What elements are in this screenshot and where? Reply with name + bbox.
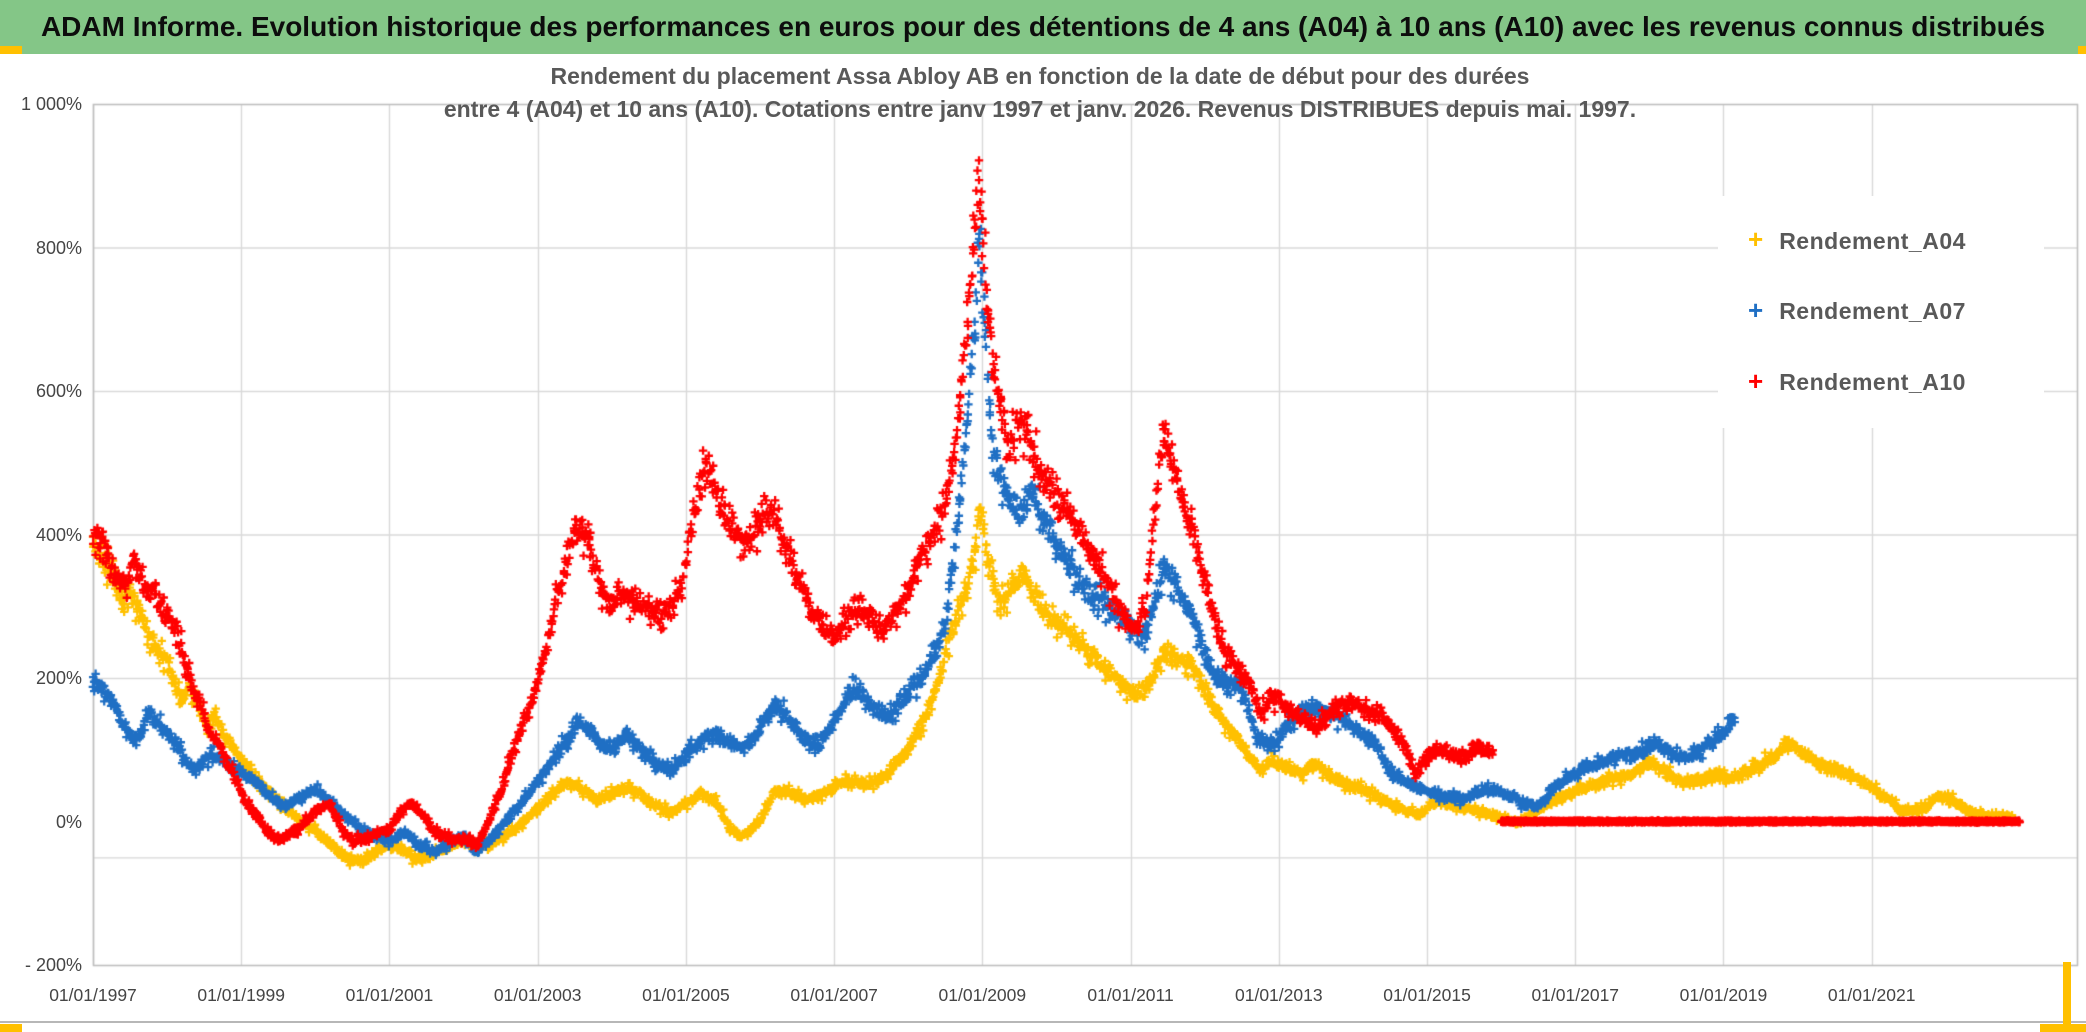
bottom-divider	[0, 1021, 2086, 1023]
x-tick-label: 01/01/2001	[345, 985, 434, 1005]
y-tick-label: 0%	[55, 811, 82, 832]
x-tick-label: 01/01/2003	[493, 985, 582, 1005]
legend-item-label: Rendement_A07	[1779, 298, 1966, 325]
y-tick-label: - 200%	[24, 955, 82, 975]
legend-item-a10[interactable]: + Rendement_A10	[1748, 365, 2044, 396]
plus-marker-icon: +	[1748, 365, 1764, 396]
gold-accent-bottom-right-horizontal	[2040, 1024, 2086, 1032]
x-tick-label: 01/01/1997	[49, 985, 137, 1005]
chart-title: Rendement du placement Assa Abloy AB en …	[95, 60, 1985, 126]
gold-accent-bottom-left	[0, 1024, 22, 1032]
x-tick-label: 01/01/2019	[1679, 985, 1768, 1005]
y-tick-label: 1 000%	[20, 94, 82, 114]
x-tick-label: 01/01/2009	[938, 985, 1027, 1005]
legend-item-a04[interactable]: + Rendement_A04	[1748, 224, 2044, 255]
x-tick-label: 01/01/2005	[642, 985, 730, 1005]
chart-title-line1: Rendement du placement Assa Abloy AB en …	[550, 63, 1530, 89]
x-tick-label: 01/01/2013	[1235, 985, 1323, 1005]
plus-marker-icon: +	[1748, 294, 1764, 325]
y-tick-label: 200%	[35, 668, 82, 688]
gold-accent-bottom-right-vertical	[2063, 962, 2071, 1024]
legend-item-label: Rendement_A04	[1779, 227, 1966, 254]
x-tick-label: 01/01/2011	[1087, 985, 1174, 1005]
x-tick-label: 01/01/2017	[1531, 985, 1620, 1005]
y-tick-label: 600%	[35, 381, 82, 401]
x-tick-label: 01/01/1999	[197, 985, 286, 1005]
chart-legend: + Rendement_A04 + Rendement_A07 + Rendem…	[1718, 196, 2044, 428]
legend-item-label: Rendement_A10	[1779, 369, 1966, 396]
plus-marker-icon: +	[1748, 224, 1764, 255]
y-tick-label: 400%	[35, 524, 82, 545]
chart-title-line2: entre 4 (A04) et 10 ans (A10). Cotations…	[443, 96, 1637, 122]
x-tick-label: 01/01/2021	[1827, 985, 1916, 1005]
legend-item-a07[interactable]: + Rendement_A07	[1748, 294, 2044, 325]
x-tick-label: 01/01/2015	[1383, 985, 1471, 1005]
x-tick-label: 01/01/2007	[790, 985, 878, 1005]
y-tick-label: 800%	[35, 237, 82, 258]
